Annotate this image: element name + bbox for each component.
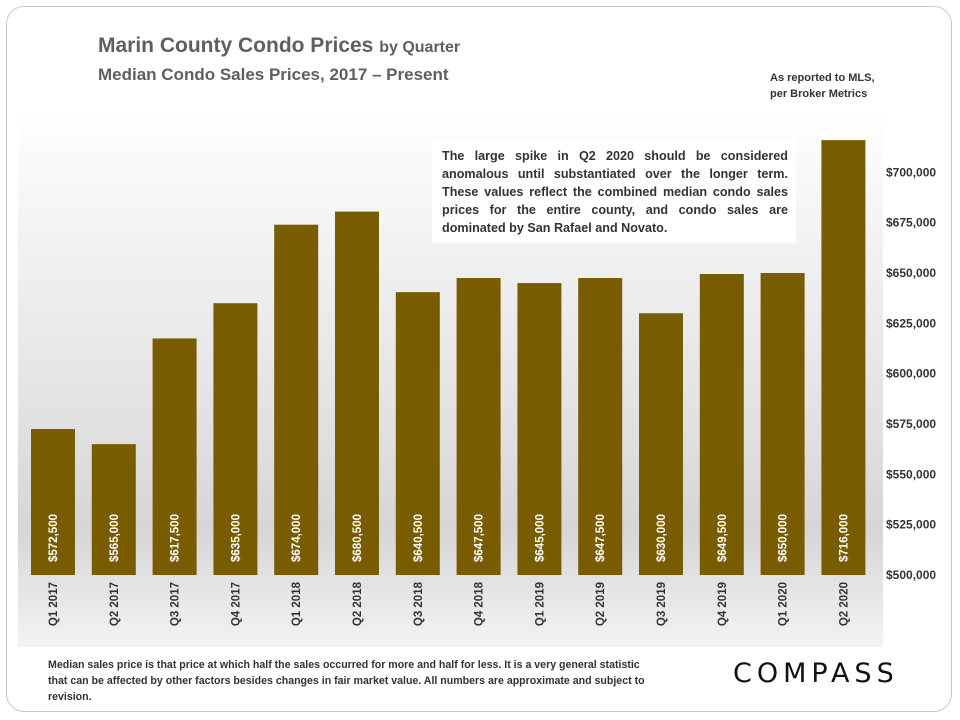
bar-value-label: $565,000 — [109, 514, 121, 562]
bar — [91, 444, 136, 575]
x-tick-label: Q2 2017 — [109, 582, 121, 626]
bar — [274, 224, 319, 575]
bar-value-label: $680,500 — [352, 514, 364, 562]
y-tick-label: $700,000 — [886, 165, 936, 179]
bar — [456, 278, 501, 575]
bar — [760, 273, 805, 575]
x-tick-label: Q1 2020 — [778, 582, 790, 626]
x-tick-label: Q3 2017 — [170, 582, 182, 626]
y-tick-label: $500,000 — [886, 568, 936, 582]
bar — [31, 429, 75, 575]
y-tick-label: $575,000 — [886, 417, 936, 431]
bar — [213, 303, 258, 575]
bar-value-label: $572,500 — [48, 514, 60, 562]
bar — [517, 283, 562, 575]
bar-value-label: $645,000 — [534, 514, 546, 562]
x-tick-label: Q2 2018 — [352, 581, 364, 626]
chart-title: Marin County Condo Prices by Quarter — [98, 34, 460, 58]
bar-value-label: $674,000 — [291, 514, 303, 562]
source-note: As reported to MLS, per Broker Metrics — [770, 70, 875, 102]
x-tick-label: Q2 2019 — [595, 582, 607, 626]
x-tick-label: Q1 2019 — [534, 582, 546, 626]
bar-value-label: $617,500 — [170, 514, 182, 562]
bar-value-label: $647,500 — [474, 514, 486, 562]
y-tick-label: $650,000 — [886, 266, 936, 280]
bar — [578, 278, 623, 575]
bar — [639, 313, 683, 575]
bar-value-label: $640,500 — [413, 514, 425, 562]
bar-value-label: $635,000 — [230, 514, 242, 562]
bar — [821, 140, 866, 575]
bar-value-label: $716,000 — [838, 514, 850, 562]
y-tick-label: $550,000 — [886, 467, 936, 481]
annotation-box: The large spike in Q2 2020 should be con… — [432, 139, 796, 243]
chart-title-suffix: by Quarter — [379, 39, 461, 56]
chart-title-main: Marin County Condo Prices — [98, 34, 374, 57]
bar-value-label: $650,000 — [778, 514, 790, 562]
x-tick-label: Q4 2019 — [717, 582, 729, 626]
y-tick-label: $600,000 — [886, 367, 936, 381]
bar — [152, 338, 197, 575]
y-tick-label: $625,000 — [886, 316, 936, 330]
bar-value-label: $630,000 — [656, 514, 668, 562]
bar — [335, 211, 379, 576]
bar-value-label: $649,500 — [717, 514, 729, 562]
bar-value-label: $647,500 — [595, 514, 607, 562]
bar — [395, 292, 440, 575]
bar — [699, 274, 744, 575]
y-tick-label: $525,000 — [886, 518, 936, 532]
x-tick-label: Q3 2018 — [413, 581, 425, 626]
x-tick-label: Q1 2017 — [48, 582, 60, 626]
y-tick-label: $675,000 — [886, 216, 936, 230]
x-tick-label: Q2 2020 — [838, 582, 850, 626]
chart-subtitle: Median Condo Sales Prices, 2017 – Presen… — [98, 65, 449, 84]
x-tick-label: Q1 2018 — [291, 581, 303, 626]
x-tick-label: Q4 2018 — [474, 581, 486, 626]
x-tick-label: Q3 2019 — [656, 582, 668, 626]
x-tick-label: Q4 2017 — [230, 582, 242, 626]
source-line-2: per Broker Metrics — [770, 88, 868, 100]
compass-logo: COMPASS — [733, 658, 899, 689]
footnote: Median sales price is that price at whic… — [48, 659, 645, 703]
source-line-1: As reported to MLS, — [770, 72, 875, 84]
